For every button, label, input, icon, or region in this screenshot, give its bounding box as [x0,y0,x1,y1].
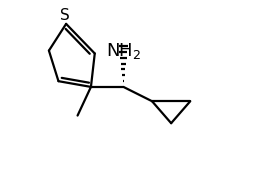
Text: NH$_2$: NH$_2$ [106,41,141,61]
Text: S: S [60,8,70,23]
